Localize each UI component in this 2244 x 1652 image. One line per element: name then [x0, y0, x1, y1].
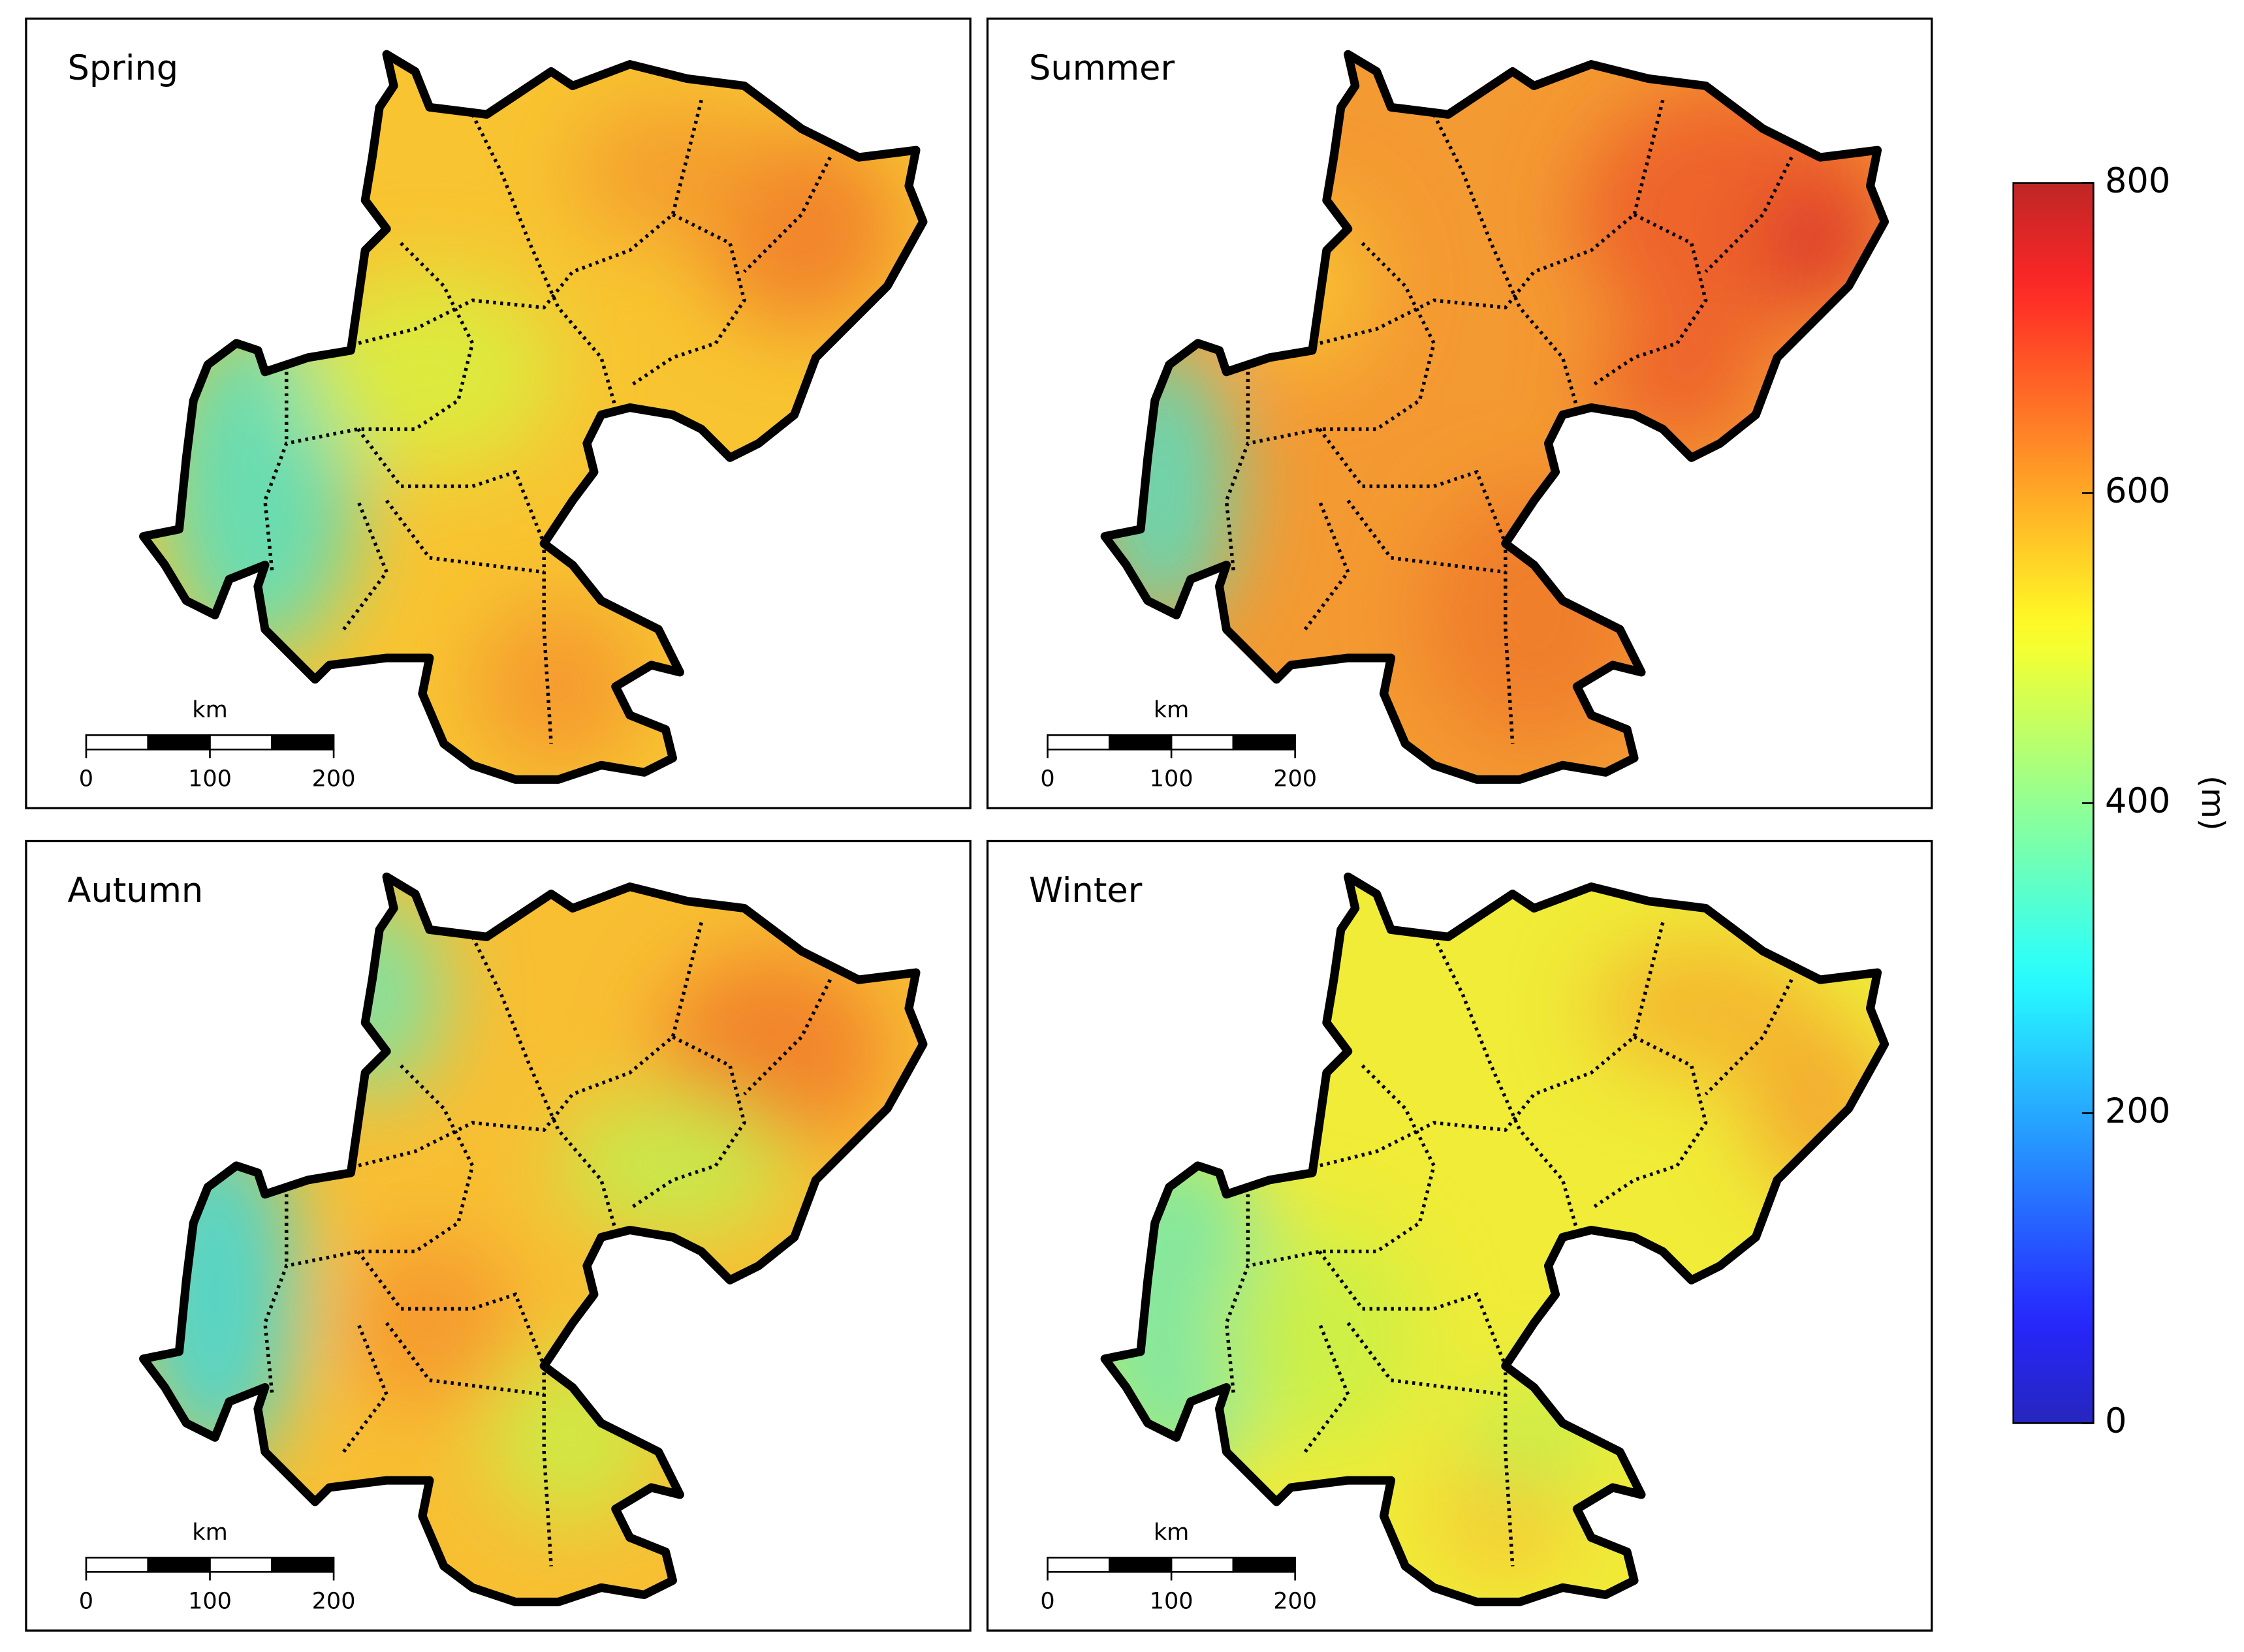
colorbar: [2012, 182, 2094, 1424]
map-outline: [139, 872, 928, 1606]
scale-segment: [85, 1557, 150, 1573]
map-tint: [573, 100, 773, 243]
scale-segment: [270, 734, 335, 751]
map-tint: [558, 1094, 787, 1238]
district-border: [1303, 1322, 1350, 1453]
scale-tick-label: 100: [188, 1587, 232, 1614]
map-panel: Autumn km 0 100 200: [25, 839, 972, 1632]
map-outline: [139, 50, 928, 784]
scale-tick-label: 200: [1273, 765, 1317, 792]
panel-title: Autumn: [67, 871, 203, 911]
map-outline: [1100, 872, 1889, 1606]
scale-segment: [1109, 734, 1173, 751]
map-tint: [1219, 1223, 1420, 1452]
district-border: [342, 499, 389, 631]
map-tint: [343, 1237, 516, 1409]
scale-segment: [1047, 734, 1111, 751]
map-panel: Winter km 0 100 200: [986, 839, 1933, 1632]
scale-unit: km: [1154, 696, 1189, 723]
scale-segment: [1232, 734, 1296, 751]
scale-segment: [147, 734, 211, 751]
map-surface: [143, 54, 923, 780]
scale-tick-label: 0: [1040, 765, 1054, 792]
scale-segment: [270, 1557, 335, 1573]
map-surface: [143, 877, 923, 1602]
colorbar-tick-label: 600: [2105, 471, 2170, 511]
panel-title: Winter: [1029, 871, 1143, 911]
scale-tick-label: 100: [1150, 765, 1193, 792]
scale-segment: [1170, 1557, 1235, 1573]
scale-segment: [1170, 734, 1235, 751]
map-tint: [472, 600, 644, 773]
scale-tick-label: 100: [1150, 1587, 1193, 1614]
district-border: [1319, 922, 1665, 1168]
scale-tick-label: 200: [1273, 1587, 1317, 1614]
colorbar-tick-label: 800: [2105, 161, 2170, 201]
district-border: [1319, 99, 1665, 345]
map-tint: [1763, 185, 1878, 301]
panel-title: Spring: [67, 48, 178, 88]
district-border: [342, 1322, 389, 1453]
map-panel: Spring km 0 100 200: [25, 17, 972, 809]
district-border: [385, 1322, 545, 1397]
district-border: [1318, 428, 1515, 744]
scale-tick-label: 0: [79, 765, 93, 792]
colorbar-tick-label: 400: [2105, 781, 2170, 821]
scale-tick-label: 200: [312, 765, 356, 792]
scale-segment: [147, 1557, 211, 1573]
map-panel: Summer km 0 100 200: [986, 17, 1933, 809]
colorbar-tick-label: 0: [2105, 1401, 2126, 1441]
map-tint: [300, 272, 559, 473]
scale-unit: km: [192, 696, 227, 723]
district-border: [356, 428, 553, 744]
district-border: [356, 1250, 553, 1566]
scale-segment: [209, 1557, 273, 1573]
scale-tick-label: 200: [312, 1587, 356, 1614]
panel-title: Summer: [1029, 48, 1175, 88]
scale-tick-label: 0: [1040, 1587, 1054, 1614]
scale-segment: [85, 734, 150, 751]
scale-segment: [209, 734, 273, 751]
colorbar-label: (m): [2194, 775, 2231, 831]
map-outline: [1100, 50, 1889, 784]
district-border: [357, 99, 703, 345]
scale-segment: [1047, 1557, 1111, 1573]
district-border: [1303, 499, 1350, 631]
scale-segment: [1109, 1557, 1173, 1573]
district-border: [1318, 1250, 1515, 1566]
district-border: [385, 499, 545, 574]
district-border: [357, 922, 703, 1168]
scale-tick-label: 0: [79, 1587, 93, 1614]
scale-segment: [1232, 1557, 1296, 1573]
scale-unit: km: [192, 1519, 227, 1546]
colorbar-tick-label: 200: [2105, 1091, 2170, 1131]
scale-tick-label: 100: [188, 765, 232, 792]
scale-unit: km: [1154, 1519, 1189, 1546]
